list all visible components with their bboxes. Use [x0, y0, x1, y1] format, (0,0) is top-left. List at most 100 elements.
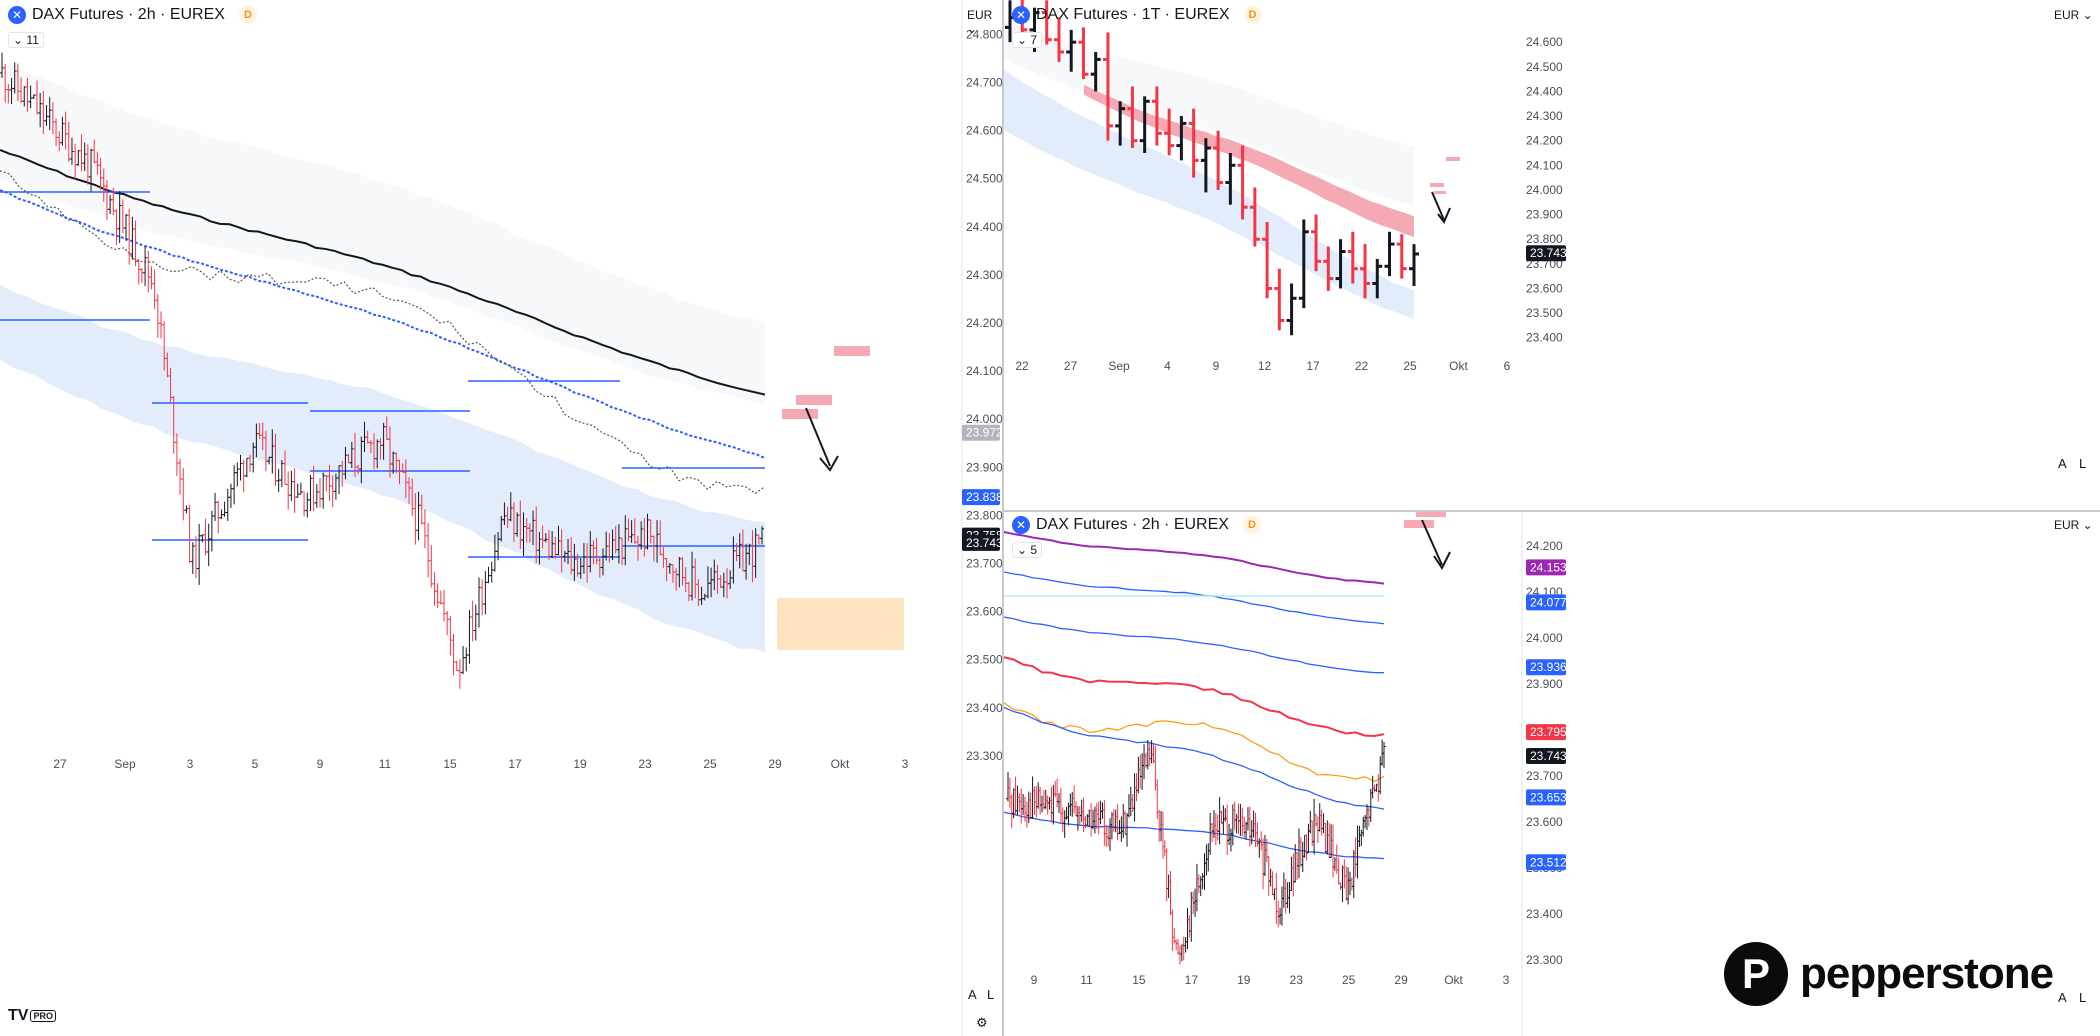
price-axis-tick-label: 23.600 [1526, 281, 1563, 295]
tradingview-logo: TV PRO [8, 1007, 56, 1025]
price-axis-tick-label: 24.700 [966, 76, 1002, 90]
top-right-indicator-toggle[interactable]: ⌄ 7 [1012, 32, 1043, 48]
price-axis-tick-label: 23.800 [1526, 232, 1563, 246]
price-axis-tick-label: 23.600 [966, 605, 1002, 619]
bottom-right-log-scale-button[interactable]: L [2079, 990, 2087, 1005]
left-auto-scale-button[interactable]: A [968, 987, 977, 1002]
grey-ma-line [0, 170, 766, 495]
price-tag [1526, 594, 1566, 611]
left-chart-canvas[interactable]: 24.800 24.700 24.600 24.500 24.400 24.300 24.2… [0, 0, 1002, 1036]
down-arrow-head-icon [819, 455, 839, 472]
price-tag [1526, 559, 1566, 576]
red-zone [1416, 512, 1446, 517]
bottom-right-auto-scale-button[interactable]: A [2058, 990, 2067, 1005]
time-axis-tick-label: 15 [443, 757, 457, 771]
price-tag-label: 23.653 [1530, 790, 1567, 804]
price-tag [962, 424, 1000, 441]
exchange-icon[interactable]: ✕ [8, 6, 26, 24]
red-zone [834, 346, 870, 356]
time-axis-tick-label: 27 [1064, 359, 1078, 373]
top-right-chart-panel[interactable]: 24.600 24.500 24.400 24.300 24.200 24.100 24.0… [1004, 0, 2100, 510]
exchange-icon[interactable]: ✕ [1012, 516, 1030, 534]
bottom-right-chart-canvas[interactable]: 24.20024.10024.00023.90023.80023.70023.6… [1004, 512, 2100, 1036]
time-axis-tick-label: 6 [1504, 359, 1511, 373]
bottom-right-indicator-toggle[interactable]: ⌄ 5 [1012, 542, 1043, 558]
time-axis-tick-label: Sep [114, 757, 136, 771]
time-axis-tick-label: 25 [1342, 973, 1356, 987]
price-axis-tick-label: 24.400 [1526, 84, 1563, 98]
bottom-right-chart-panel[interactable]: 24.20024.10024.00023.90023.80023.70023.6… [1004, 512, 2100, 1036]
red-ma-line [1004, 656, 1385, 738]
red-zone [1404, 520, 1434, 528]
price-axis-tick-label: 23.300 [966, 749, 1002, 763]
outer-band [0, 59, 765, 403]
bottom-right-chart-title[interactable]: DAX Futures · 2h · EUREX [1036, 516, 1229, 533]
down-arrow-icon [1421, 519, 1443, 566]
price-tag-label: 23.512 [1530, 855, 1567, 869]
price-tag-label: 23.743 [1530, 749, 1567, 763]
price-axis-tick-label: 23.700 [1526, 769, 1563, 783]
left-currency-selector[interactable]: EUR ⌄ [967, 8, 993, 36]
ichimoku-cloud [1084, 84, 1414, 238]
top-right-log-scale-button[interactable]: L [2079, 456, 2087, 471]
time-axis-tick-label: 29 [1394, 973, 1408, 987]
bottom-right-currency-label: EUR [2054, 518, 2080, 532]
price-tag-label: 23.972 [966, 426, 1002, 440]
time-axis-tick-label: 4 [1164, 359, 1171, 373]
exchange-icon[interactable]: ✕ [1012, 6, 1030, 24]
top-right-chart-title[interactable]: DAX Futures · 1T · EUREX [1036, 6, 1230, 23]
left-chart-header: ✕ DAX Futures · 2h · EUREX D [8, 6, 257, 24]
red-zone [1430, 183, 1444, 187]
price-axis-tick-label: 24.300 [966, 268, 1002, 282]
time-axis-tick-label: 9 [317, 757, 324, 771]
price-tag-label: 23.743 [1530, 246, 1567, 260]
purple-line [1004, 530, 1385, 585]
time-axis-tick-label: 11 [379, 757, 392, 771]
left-log-scale-button[interactable]: L [987, 987, 995, 1002]
bottom-right-currency-selector[interactable]: EUR ⌄ [2054, 518, 2093, 532]
time-axis-tick-label: 3 [902, 757, 909, 771]
bottom-right-indicator-count: 5 [1030, 543, 1038, 557]
tradingview-pro-badge: PRO [30, 1009, 56, 1022]
left-indicator-toggle[interactable]: ⌄ 11 [8, 32, 44, 48]
price-tag [1526, 659, 1566, 676]
orange-line [1004, 702, 1385, 783]
price-tag [1526, 748, 1566, 765]
pepperstone-wordmark: pepperstone [1800, 949, 2054, 998]
left-indicator-count: 11 [26, 33, 39, 47]
price-tag [1526, 789, 1566, 806]
price-axis-tick-label: 23.900 [1526, 677, 1563, 691]
gear-icon[interactable]: ⚙ [976, 1015, 988, 1030]
down-arrow-head-icon [1433, 551, 1451, 570]
top-right-chart-canvas[interactable]: 24.600 24.500 24.400 24.300 24.200 24.100 24.0… [1004, 0, 2100, 510]
time-axis-tick-label: 19 [573, 757, 587, 771]
time-axis-tick-label: 25 [1403, 359, 1417, 373]
price-axis-tick-label: 24.200 [1526, 539, 1563, 553]
top-right-currency-selector[interactable]: EUR ⌄ [2054, 8, 2093, 22]
left-chart-title[interactable]: DAX Futures · 2h · EUREX [32, 6, 225, 23]
red-zone [1446, 157, 1460, 161]
delay-badge-icon: D [1243, 6, 1262, 24]
panel-divider-vertical[interactable] [1002, 0, 1004, 1036]
time-axis-tick-label: 11 [1080, 973, 1093, 987]
top-right-chart-header: ✕ DAX Futures · 1T · EUREX D [1012, 6, 1262, 24]
left-chart-panel[interactable]: 24.800 24.700 24.600 24.500 24.400 24.300 24.2… [0, 0, 1002, 1036]
time-axis-tick-label: 15 [1132, 973, 1146, 987]
left-currency-label: EUR [967, 8, 993, 22]
price-axis-tick-label: 24.100 [966, 364, 1002, 378]
price-tag [962, 534, 1000, 551]
time-axis-tick-label: 17 [508, 757, 522, 771]
lower-band [0, 284, 765, 653]
top-right-auto-scale-button[interactable]: A [2058, 456, 2067, 471]
price-tag [1526, 724, 1566, 741]
time-axis-tick-label: 23 [1290, 973, 1304, 987]
price-tag [962, 489, 1000, 506]
time-axis-tick-label: 5 [252, 757, 259, 771]
time-axis-tick-label: 3 [187, 757, 194, 771]
price-axis-tick-label: 23.900 [966, 460, 1002, 474]
panel-divider-horizontal[interactable] [1004, 510, 2100, 512]
time-axis-tick-label: 19 [1237, 973, 1251, 987]
time-axis-tick-label: 9 [1031, 973, 1038, 987]
time-axis-tick-label: 29 [768, 757, 782, 771]
pepperstone-mark-icon: P [1724, 942, 1788, 1006]
